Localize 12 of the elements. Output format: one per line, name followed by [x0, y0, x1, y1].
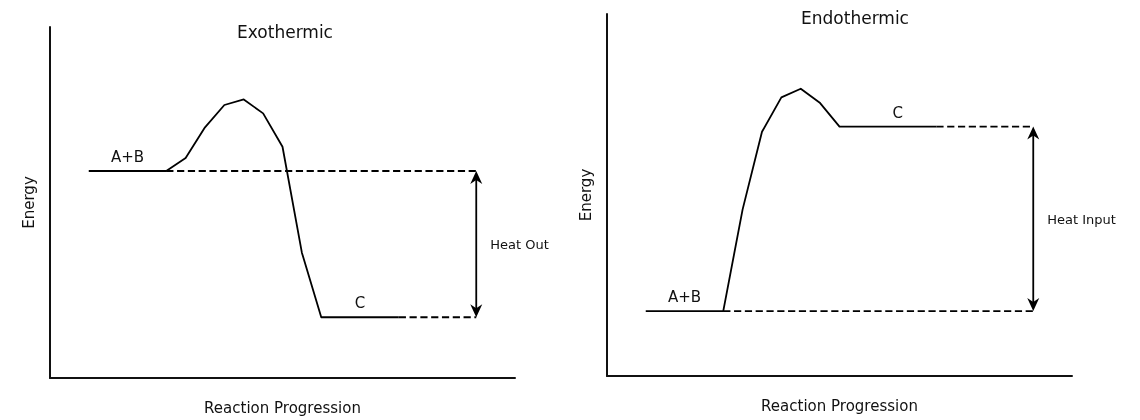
annotation: A+B: [667, 288, 702, 307]
x-axis-title: Reaction Progression: [761, 396, 918, 415]
annotation: C: [892, 103, 903, 122]
y-axis-title: Energy: [576, 168, 595, 222]
annotation: A+B: [110, 148, 145, 167]
chart-title: Endothermic: [801, 7, 909, 28]
chart-title: Exothermic: [237, 21, 333, 42]
annotation: Heat Out: [490, 237, 549, 253]
annotation: C: [354, 294, 366, 313]
x-axis-title: Reaction Progression: [204, 398, 361, 417]
y-axis-title: Energy: [19, 176, 38, 229]
annotation: Heat Input: [1047, 211, 1116, 227]
